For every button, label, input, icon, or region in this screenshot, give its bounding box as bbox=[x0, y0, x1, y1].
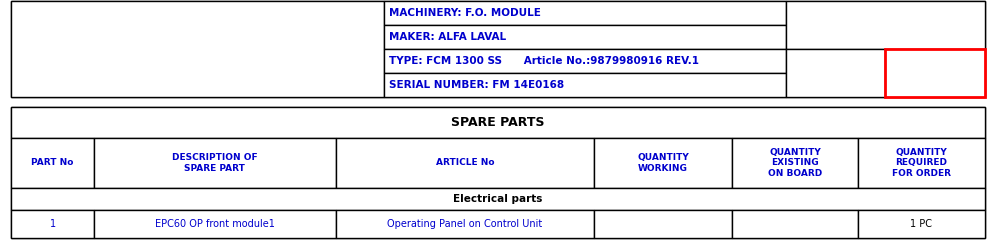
Bar bbox=[94, 138, 336, 188]
Bar bbox=[11, 1, 383, 97]
Text: Operating Panel on Control Unit: Operating Panel on Control Unit bbox=[387, 219, 543, 229]
Bar bbox=[336, 138, 595, 188]
Text: QUANTITY
WORKING: QUANTITY WORKING bbox=[637, 153, 689, 173]
Bar bbox=[383, 1, 786, 25]
Text: QUANTITY
EXISTING
ON BOARD: QUANTITY EXISTING ON BOARD bbox=[768, 148, 822, 178]
Bar bbox=[383, 73, 786, 97]
Bar bbox=[885, 49, 985, 97]
Text: ARTICLE No: ARTICLE No bbox=[436, 158, 494, 167]
Bar bbox=[786, 49, 885, 97]
Bar bbox=[383, 25, 786, 49]
Bar bbox=[595, 210, 732, 238]
Bar bbox=[11, 107, 985, 238]
Bar bbox=[11, 138, 94, 188]
Text: PART No: PART No bbox=[32, 158, 74, 167]
Text: 1 PC: 1 PC bbox=[910, 219, 932, 229]
Bar bbox=[11, 1, 985, 97]
Bar bbox=[786, 1, 985, 49]
Bar bbox=[859, 138, 985, 188]
Bar bbox=[336, 210, 595, 238]
Text: SERIAL NUMBER: FM 14E0168: SERIAL NUMBER: FM 14E0168 bbox=[388, 80, 564, 90]
Text: DESCRIPTION OF
SPARE PART: DESCRIPTION OF SPARE PART bbox=[172, 153, 258, 173]
Bar bbox=[11, 210, 94, 238]
Bar bbox=[859, 210, 985, 238]
Bar bbox=[11, 107, 985, 138]
Text: MACHINERY: F.O. MODULE: MACHINERY: F.O. MODULE bbox=[388, 8, 541, 18]
Bar bbox=[11, 188, 985, 210]
Text: 1: 1 bbox=[50, 219, 56, 229]
Text: EPC60 OP front module1: EPC60 OP front module1 bbox=[154, 219, 275, 229]
Bar bbox=[732, 138, 859, 188]
Text: TYPE: FCM 1300 SS      Article No.:9879980916 REV.1: TYPE: FCM 1300 SS Article No.:9879980916… bbox=[388, 56, 699, 66]
Text: QUANTITY
REQUIRED
FOR ORDER: QUANTITY REQUIRED FOR ORDER bbox=[892, 148, 951, 178]
Bar bbox=[383, 49, 786, 73]
Bar bbox=[732, 210, 859, 238]
Bar bbox=[595, 138, 732, 188]
Bar bbox=[94, 210, 336, 238]
Text: Electrical parts: Electrical parts bbox=[453, 194, 543, 204]
Text: SPARE PARTS: SPARE PARTS bbox=[451, 116, 545, 129]
Text: MAKER: ALFA LAVAL: MAKER: ALFA LAVAL bbox=[388, 32, 506, 42]
